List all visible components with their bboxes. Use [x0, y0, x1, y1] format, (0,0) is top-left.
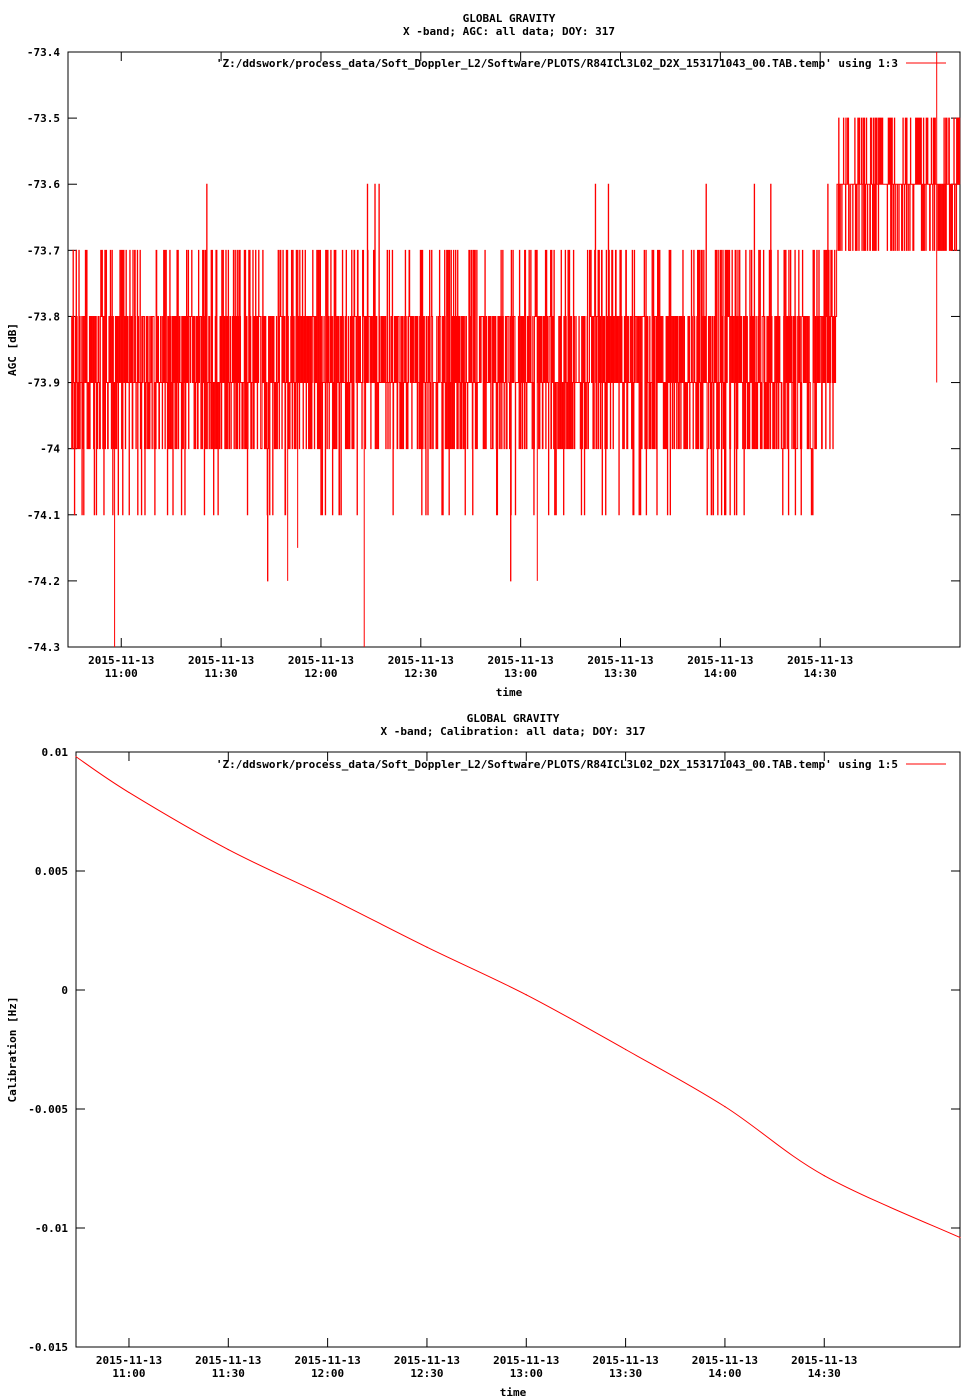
plot-frame — [75, 751, 961, 1348]
x-tick-time-label: 13:00 — [510, 1367, 543, 1380]
data-point — [959, 1236, 961, 1239]
series-line — [71, 117, 961, 582]
y-tick-label: -73.4 — [27, 46, 60, 59]
y-tick-label: -73.8 — [27, 310, 60, 323]
x-axis-label: time — [500, 1386, 527, 1399]
y-tick-label: 0 — [61, 984, 68, 997]
y-tick-label: 0.01 — [42, 746, 69, 759]
x-tick-date-label: 2015-11-13 — [687, 654, 753, 667]
legend-label: 'Z:/ddswork/process_data/Soft_Doppler_L2… — [216, 758, 898, 771]
data-point — [724, 1106, 726, 1108]
plot-frame — [67, 51, 961, 648]
data-point — [525, 994, 527, 996]
x-tick-date-label: 2015-11-13 — [394, 1354, 460, 1367]
y-tick-label: -0.01 — [35, 1222, 68, 1235]
x-tick-time-label: 14:00 — [704, 667, 737, 680]
x-tick-time-label: 12:30 — [404, 667, 437, 680]
data-point — [327, 896, 329, 898]
x-tick-date-label: 2015-11-13 — [587, 654, 653, 667]
x-tick-time-label: 14:30 — [804, 667, 837, 680]
y-tick-label: -73.5 — [27, 112, 60, 125]
x-tick-time-label: 12:00 — [311, 1367, 344, 1380]
x-tick-time-label: 13:30 — [609, 1367, 642, 1380]
x-tick-time-label: 12:30 — [410, 1367, 443, 1380]
y-tick-label: -0.015 — [28, 1341, 68, 1354]
chart-subtitle: X -band; AGC: all data; DOY: 317 — [403, 25, 615, 38]
x-tick-time-label: 11:30 — [212, 1367, 245, 1380]
x-tick-date-label: 2015-11-13 — [592, 1354, 658, 1367]
x-tick-date-label: 2015-11-13 — [188, 654, 254, 667]
x-tick-date-label: 2015-11-13 — [96, 1354, 162, 1367]
y-tick-label: -74.3 — [27, 641, 60, 654]
y-tick-label: -74.1 — [27, 509, 60, 522]
x-tick-time-label: 12:00 — [304, 667, 337, 680]
y-tick-label: -74.2 — [27, 575, 60, 588]
x-tick-date-label: 2015-11-13 — [195, 1354, 261, 1367]
y-axis-label: AGC [dB] — [6, 323, 19, 376]
x-tick-date-label: 2015-11-13 — [488, 654, 554, 667]
x-tick-date-label: 2015-11-13 — [791, 1354, 857, 1367]
y-tick-label: -73.7 — [27, 244, 60, 257]
legend-label: 'Z:/ddswork/process_data/Soft_Doppler_L2… — [216, 57, 898, 70]
data-point — [625, 1048, 627, 1051]
x-tick-time-label: 11:00 — [112, 1367, 145, 1380]
x-tick-time-label: 14:00 — [708, 1367, 741, 1380]
x-tick-date-label: 2015-11-13 — [493, 1354, 559, 1367]
data-point — [823, 1175, 825, 1177]
x-axis-label: time — [496, 686, 523, 699]
x-tick-date-label: 2015-11-13 — [692, 1354, 758, 1367]
y-tick-label: -74 — [40, 443, 60, 456]
x-tick-time-label: 11:30 — [205, 667, 238, 680]
chart-title: GLOBAL GRAVITY — [463, 12, 556, 25]
y-tick-label: -73.6 — [27, 178, 60, 191]
chart-title: GLOBAL GRAVITY — [467, 712, 560, 725]
data-point — [75, 756, 77, 758]
y-axis-label: Calibration [Hz] — [6, 997, 19, 1103]
series-line — [75, 756, 961, 1238]
x-tick-date-label: 2015-11-13 — [295, 1354, 361, 1367]
x-tick-date-label: 2015-11-13 — [787, 654, 853, 667]
x-tick-time-label: 11:00 — [105, 667, 138, 680]
y-tick-label: 0.005 — [35, 865, 68, 878]
x-tick-date-label: 2015-11-13 — [88, 654, 154, 667]
x-tick-time-label: 13:00 — [504, 667, 537, 680]
chart-subtitle: X -band; Calibration: all data; DOY: 317 — [381, 725, 646, 738]
y-tick-label: -73.9 — [27, 377, 60, 390]
data-point — [426, 946, 428, 948]
x-tick-date-label: 2015-11-13 — [388, 654, 454, 667]
y-tick-label: -0.005 — [28, 1103, 68, 1116]
x-tick-date-label: 2015-11-13 — [288, 654, 354, 667]
data-point — [128, 791, 130, 794]
x-tick-time-label: 14:30 — [808, 1367, 841, 1380]
data-point — [227, 848, 229, 851]
x-tick-time-label: 13:30 — [604, 667, 637, 680]
